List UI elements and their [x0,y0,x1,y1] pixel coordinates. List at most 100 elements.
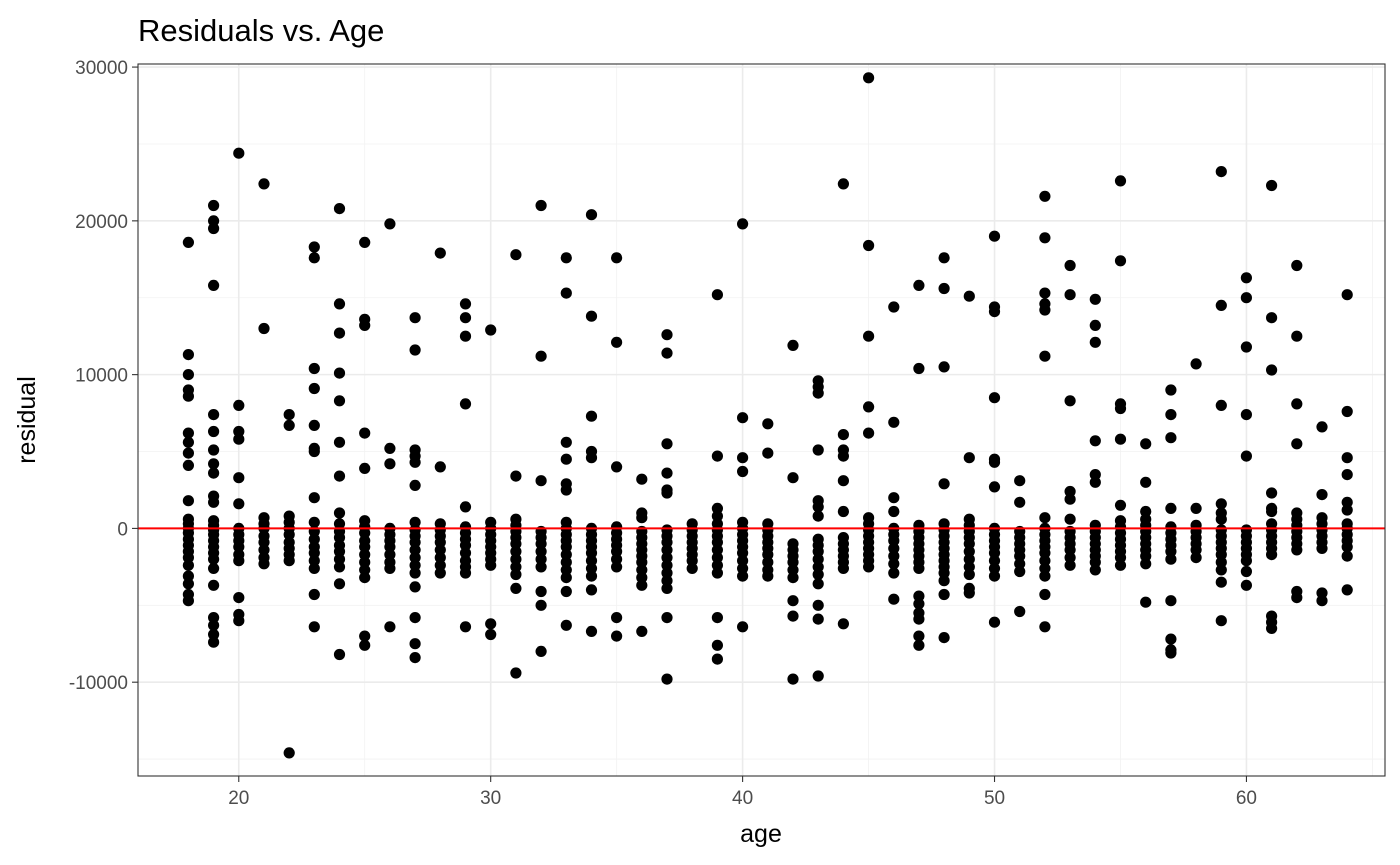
data-point [711,502,724,514]
data-point [560,453,572,465]
data-point [737,570,749,582]
panel-border [137,63,1386,777]
data-point [1190,358,1202,370]
data-point [1240,565,1252,578]
data-point [888,567,900,579]
data-point [535,561,547,573]
data-point [560,556,572,568]
data-point [1165,545,1177,558]
data-point [737,465,749,478]
x-axis-title: age [740,820,782,848]
data-point [611,561,623,573]
data-point [409,479,421,491]
data-point [636,579,648,591]
data-point [1291,398,1303,410]
data-point [182,552,194,564]
data-point [1140,438,1152,450]
data-point [1089,293,1101,305]
data-point [258,322,270,335]
data-point [233,472,245,484]
data-point [510,568,522,581]
data-point [737,621,749,633]
data-point [1190,544,1202,556]
data-point [737,562,749,575]
data-point [686,562,698,575]
data-point [1240,450,1252,462]
data-point [1215,564,1227,576]
data-point [938,567,950,579]
data-point [308,241,320,253]
data-point [711,510,724,522]
data-point [585,410,598,422]
data-point [711,559,724,571]
panel-background [138,64,1385,776]
data-point [359,527,371,539]
data-point [409,312,421,324]
data-point [938,588,950,601]
data-point [333,367,346,379]
data-point [434,567,446,579]
data-point [283,555,295,567]
data-point [888,492,900,504]
data-point [1014,496,1026,508]
data-point [661,329,673,341]
data-point [963,568,975,581]
data-point [182,570,194,582]
chart-title: Residuals vs. Age [138,13,384,48]
data-point [661,567,673,579]
data-point [988,481,1001,493]
data-point [1266,364,1278,376]
data-point [208,579,220,591]
data-point [812,578,824,590]
data-point [863,72,875,84]
data-point [333,532,346,544]
data-point [585,570,598,582]
data-point [1291,592,1303,604]
data-point [208,444,220,456]
data-point [1215,513,1227,525]
data-point [359,319,371,331]
data-point [1140,596,1152,608]
data-point [1064,493,1076,505]
data-point [208,553,220,565]
data-point [560,484,572,496]
data-point [182,447,194,459]
data-point [308,419,320,431]
data-point [308,621,320,633]
data-point [1064,544,1076,556]
data-point [233,433,245,445]
data-point [988,562,1001,575]
data-point [560,619,572,631]
data-point [938,575,950,587]
x-tick-label: 50 [984,788,1005,809]
data-point [384,562,396,575]
x-tick-label: 30 [480,788,501,809]
data-point [1114,433,1127,445]
data-point [787,673,799,685]
data-point [459,398,472,410]
data-point [409,559,421,571]
data-point [535,585,547,598]
data-point [762,418,774,430]
data-point [837,505,850,518]
data-point [988,392,1001,404]
data-point [1089,336,1101,348]
data-point [711,567,724,579]
data-point [1064,395,1076,407]
data-point [611,553,623,565]
data-point [208,496,220,508]
data-point [560,436,572,448]
data-point [308,362,320,375]
data-point [1140,476,1152,488]
y-tick-label: 30000 [75,58,128,79]
data-point [863,427,875,439]
data-point [510,249,522,261]
data-point [535,475,547,487]
data-point [1215,556,1227,568]
data-point [686,555,698,567]
data-point [510,582,522,595]
data-point [459,539,472,551]
data-point [560,572,572,584]
data-point [888,593,900,605]
data-point [283,529,295,541]
